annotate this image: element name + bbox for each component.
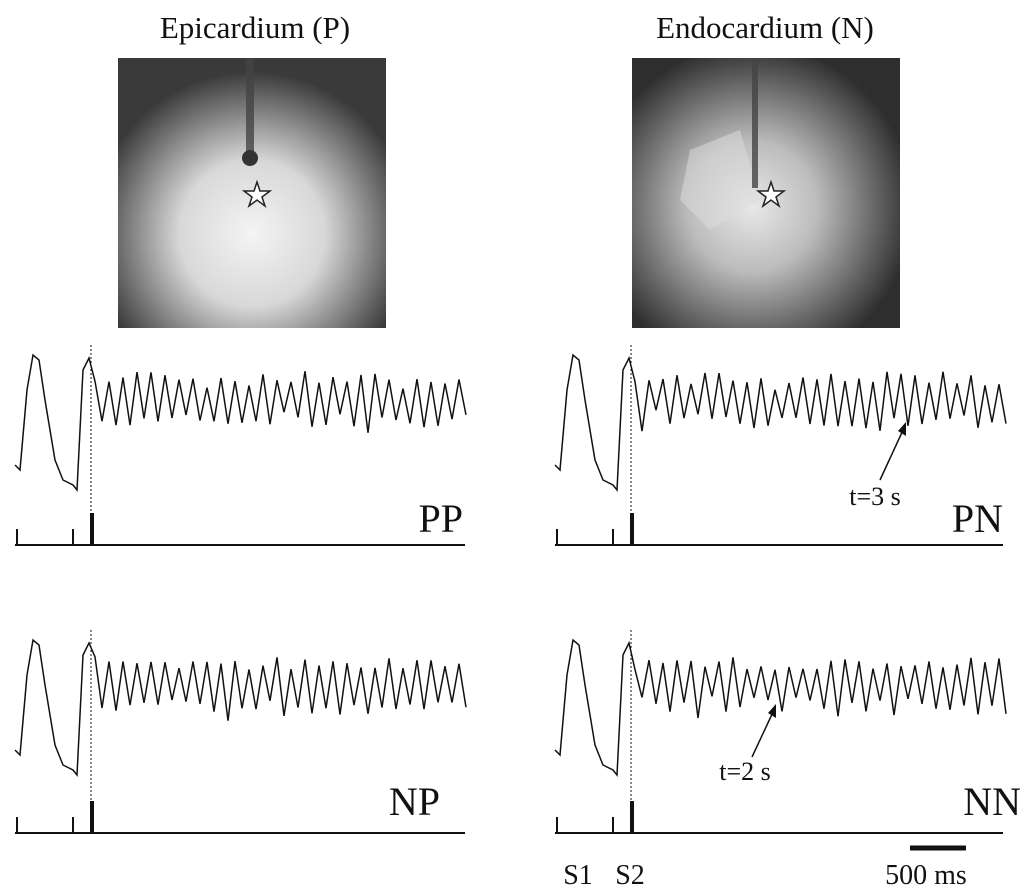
trace xyxy=(14,638,467,778)
panel-label: NN xyxy=(963,779,1021,824)
image-title: Epicardium (P) xyxy=(160,10,350,45)
stimulus-label: S2 xyxy=(615,860,645,891)
trace xyxy=(14,353,467,493)
panel-label: PP xyxy=(419,496,464,541)
arrow-head xyxy=(898,422,906,436)
panel-label: PN xyxy=(952,496,1003,541)
panel-label: NP xyxy=(389,779,440,824)
stimulus-label: S1 xyxy=(563,860,593,891)
scale-label: 500 ms xyxy=(885,860,967,891)
arrow xyxy=(879,427,905,481)
image xyxy=(118,58,386,328)
image-title: Endocardium (N) xyxy=(656,10,874,45)
trace xyxy=(554,353,1007,493)
traces xyxy=(14,345,1007,834)
image xyxy=(632,58,900,328)
arrow xyxy=(751,709,775,758)
annotation: t=3 s xyxy=(849,482,901,511)
arrow-head xyxy=(768,704,776,718)
trace xyxy=(554,638,1007,778)
annotation: t=2 s xyxy=(719,757,771,786)
